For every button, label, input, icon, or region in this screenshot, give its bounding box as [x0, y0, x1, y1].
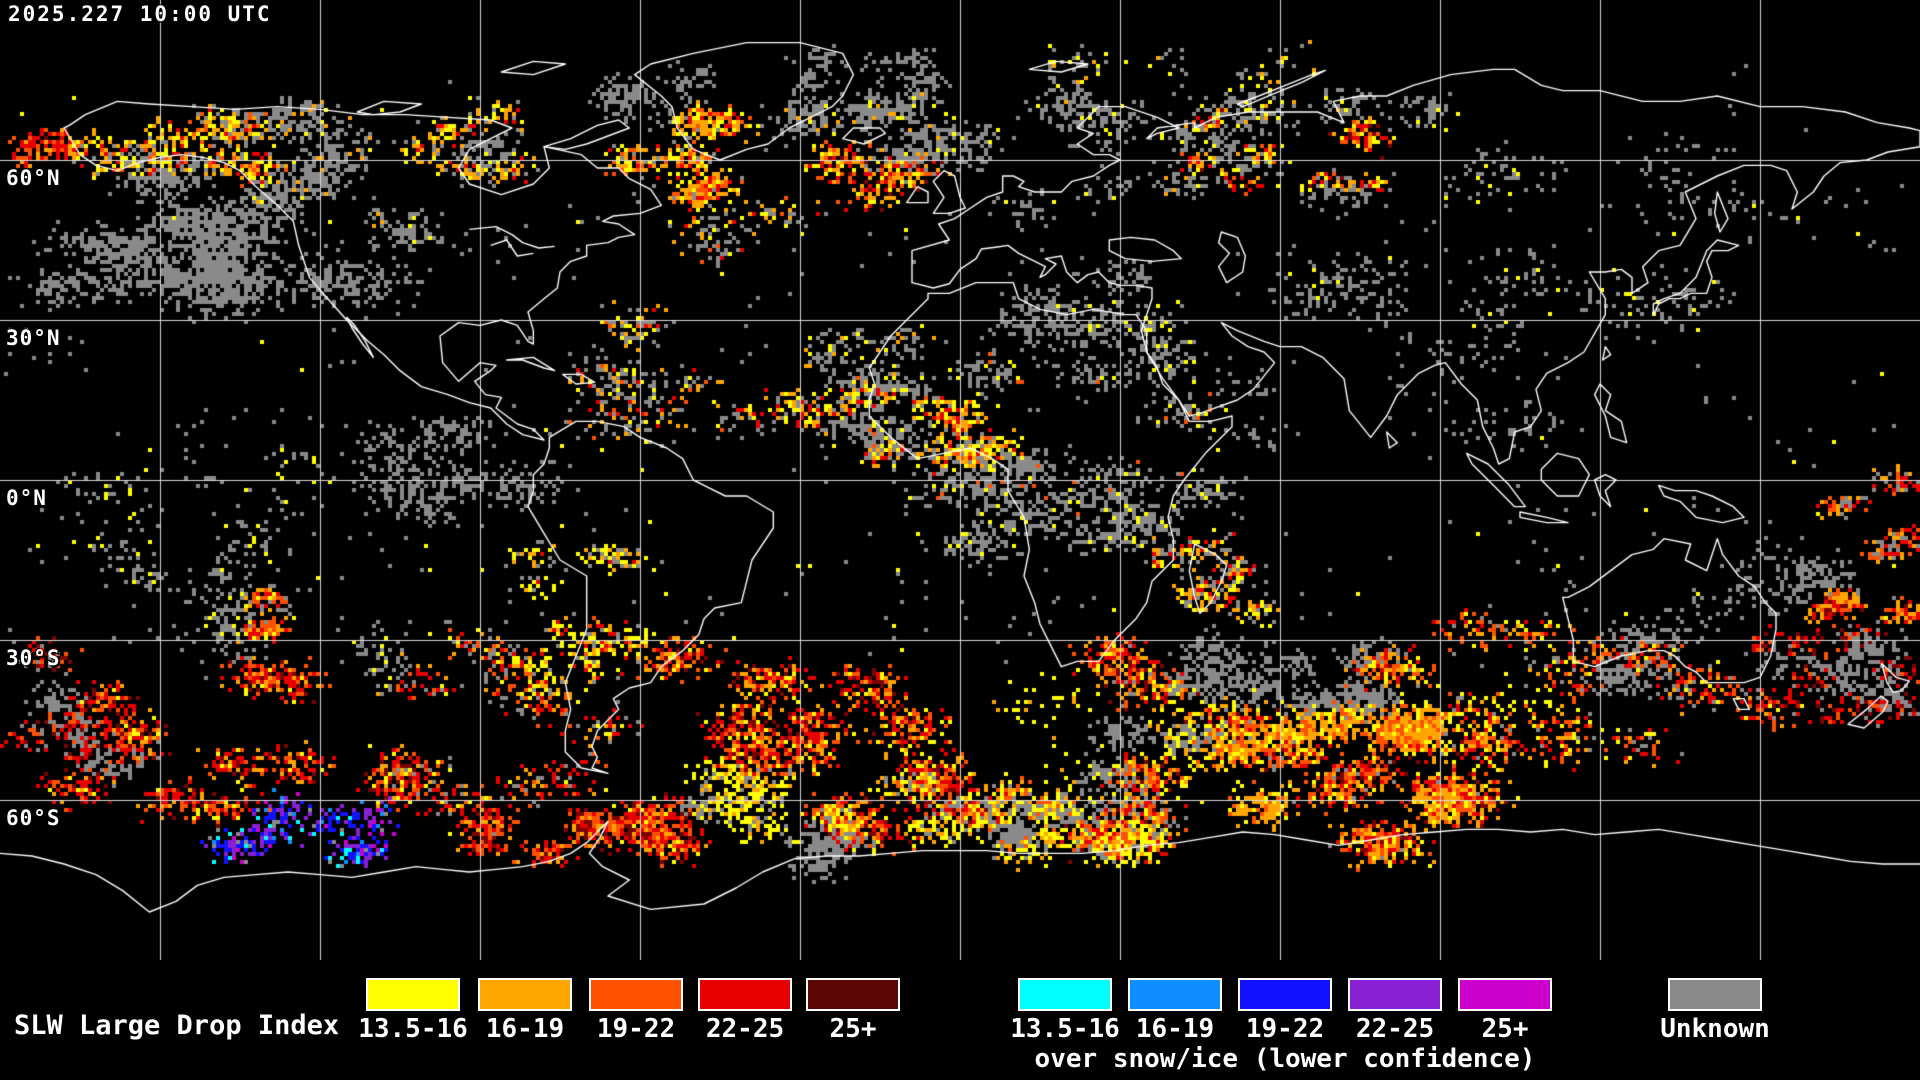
legend-range-label: 19-22 [596, 1014, 676, 1044]
lat-label-60s: 60°S [6, 806, 61, 830]
legend-range-label: 25+ [1481, 1014, 1529, 1044]
legend-unknown-label: Unknown [1660, 1014, 1770, 1044]
legend-range-label: 13.5-16 [1010, 1014, 1120, 1044]
legend-swatch-cold-4 [1348, 978, 1442, 1011]
legend-swatch-warm-4 [698, 978, 792, 1011]
legend-item-cold-1: 13.5-16 [1010, 978, 1120, 1058]
legend-range-label: 25+ [829, 1014, 877, 1044]
legend-item-unknown: Unknown [1660, 978, 1770, 1058]
legend-item-cold-5: 25+ [1458, 978, 1552, 1058]
legend-item-warm-5: 25+ [806, 978, 900, 1058]
legend-swatch-warm-1 [366, 978, 460, 1011]
legend-swatch-cold-2 [1128, 978, 1222, 1011]
legend-title: SLW Large Drop Index [14, 1010, 340, 1041]
timestamp: 2025.227 10:00 UTC [8, 2, 272, 26]
legend-swatch-cold-3 [1238, 978, 1332, 1011]
legend-swatch-unknown [1668, 978, 1762, 1011]
legend-item-warm-3: 19-22 [589, 978, 683, 1058]
map-canvas [0, 0, 1920, 960]
legend-item-cold-2: 16-19 [1128, 978, 1222, 1058]
legend-item-cold-3: 19-22 [1238, 978, 1332, 1058]
lat-label-60n: 60°N [6, 166, 61, 190]
legend: SLW Large Drop Index 13.5-16 16-19 19-22… [0, 960, 1920, 1080]
legend-item-warm-1: 13.5-16 [358, 978, 468, 1058]
lat-label-30n: 30°N [6, 326, 61, 350]
legend-swatch-warm-5 [806, 978, 900, 1011]
lat-label-30s: 30°S [6, 646, 61, 670]
lat-label-0n: 0°N [6, 486, 47, 510]
legend-item-cold-4: 22-25 [1348, 978, 1442, 1058]
legend-range-label: 16-19 [1135, 1014, 1215, 1044]
legend-range-label: 19-22 [1245, 1014, 1325, 1044]
legend-range-label: 22-25 [1355, 1014, 1435, 1044]
legend-range-label: 13.5-16 [358, 1014, 468, 1044]
legend-item-warm-4: 22-25 [698, 978, 792, 1058]
legend-swatch-warm-3 [589, 978, 683, 1011]
legend-swatch-warm-2 [478, 978, 572, 1011]
legend-range-label: 22-25 [705, 1014, 785, 1044]
legend-swatch-cold-1 [1018, 978, 1112, 1011]
legend-swatch-cold-5 [1458, 978, 1552, 1011]
legend-item-warm-2: 16-19 [478, 978, 572, 1058]
legend-range-label: 16-19 [485, 1014, 565, 1044]
legend-snow-ice-caption: over snow/ice (lower confidence) [1034, 1044, 1536, 1074]
